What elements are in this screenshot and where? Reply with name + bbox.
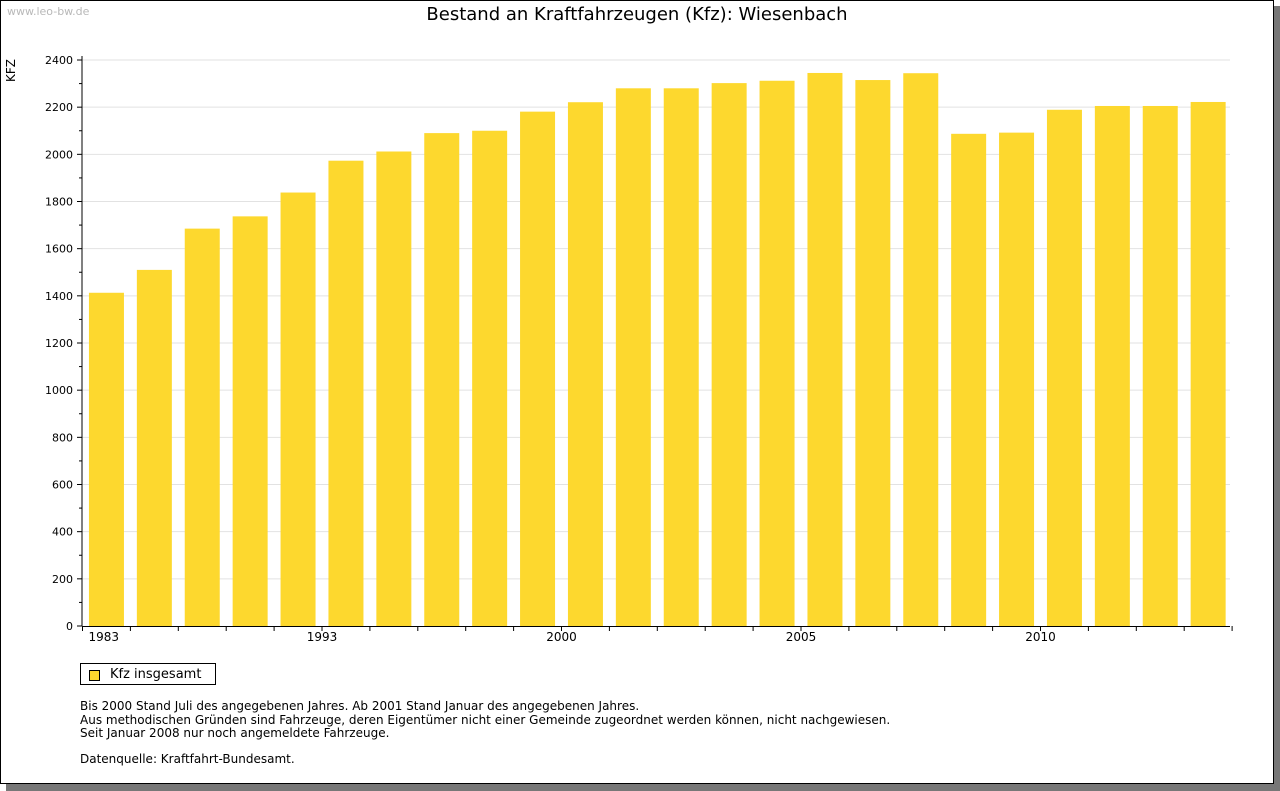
x-tick-label: 1993 xyxy=(307,630,338,644)
bar xyxy=(615,88,651,627)
bar xyxy=(280,192,316,626)
y-tick-label: 2200 xyxy=(45,101,73,114)
legend: Kfz insgesamt xyxy=(80,663,216,685)
bar xyxy=(999,132,1035,627)
y-tick-label: 800 xyxy=(52,431,73,444)
axes xyxy=(77,56,1233,631)
watermark: www.leo-bw.de xyxy=(7,5,90,18)
y-tick-label: 1800 xyxy=(45,196,73,209)
bar xyxy=(711,83,747,626)
bar xyxy=(567,102,603,626)
chart-title: Bestand an Kraftfahrzeugen (Kfz): Wiesen… xyxy=(426,4,848,25)
legend-swatch xyxy=(89,670,100,681)
y-tick-label: 1400 xyxy=(45,290,73,303)
footnotes: Bis 2000 Stand Juli des angegebenen Jahr… xyxy=(80,699,891,741)
legend-label: Kfz insgesamt xyxy=(110,667,202,682)
y-tick-label: 2400 xyxy=(45,54,73,67)
bar xyxy=(1190,101,1226,626)
y-tick-label: 200 xyxy=(52,573,73,586)
bar xyxy=(376,151,412,626)
bar xyxy=(232,216,268,627)
x-tick-label: 1983 xyxy=(89,630,120,644)
bar xyxy=(1094,105,1130,627)
bar xyxy=(855,80,891,626)
footnote-line: Bis 2000 Stand Juli des angegebenen Jahr… xyxy=(80,699,640,713)
bar xyxy=(903,73,939,626)
bar xyxy=(136,269,172,626)
frame-shadow-bottom xyxy=(6,784,1280,791)
bar xyxy=(1142,105,1178,627)
y-tick-label: 0 xyxy=(66,620,73,633)
bar xyxy=(663,88,699,627)
y-tick-label: 2000 xyxy=(45,148,73,161)
tick-labels: 0 200 400 600 800 1000 1200 1400 1600 1800 2000 220… xyxy=(45,54,1056,644)
y-tick-label: 600 xyxy=(52,479,73,492)
x-tick-label: 2000 xyxy=(546,630,577,644)
x-tick-label: 2010 xyxy=(1025,630,1056,644)
y-tick-label: 400 xyxy=(52,526,73,539)
bar xyxy=(807,72,843,627)
data-source: Datenquelle: Kraftfahrt-Bundesamt. xyxy=(80,752,295,766)
y-tick-label: 1000 xyxy=(45,384,73,397)
bars xyxy=(88,72,1226,627)
bar xyxy=(759,80,795,626)
bar xyxy=(424,133,460,626)
bar xyxy=(1046,109,1082,626)
bar xyxy=(951,133,987,626)
bar xyxy=(184,228,220,626)
bar xyxy=(472,130,508,626)
bar xyxy=(328,160,364,626)
bar xyxy=(88,292,124,626)
gridlines xyxy=(82,59,1230,580)
footnote-line: Aus methodischen Gründen sind Fahrzeuge,… xyxy=(80,712,891,727)
x-tick-label: 2005 xyxy=(786,630,817,644)
footnote-line: Seit Januar 2008 nur noch angemeldete Fa… xyxy=(80,726,390,740)
frame-shadow-right xyxy=(1274,6,1280,791)
y-tick-label: 1200 xyxy=(45,337,73,350)
y-tick-label: 1600 xyxy=(45,243,73,256)
bar xyxy=(520,111,556,626)
